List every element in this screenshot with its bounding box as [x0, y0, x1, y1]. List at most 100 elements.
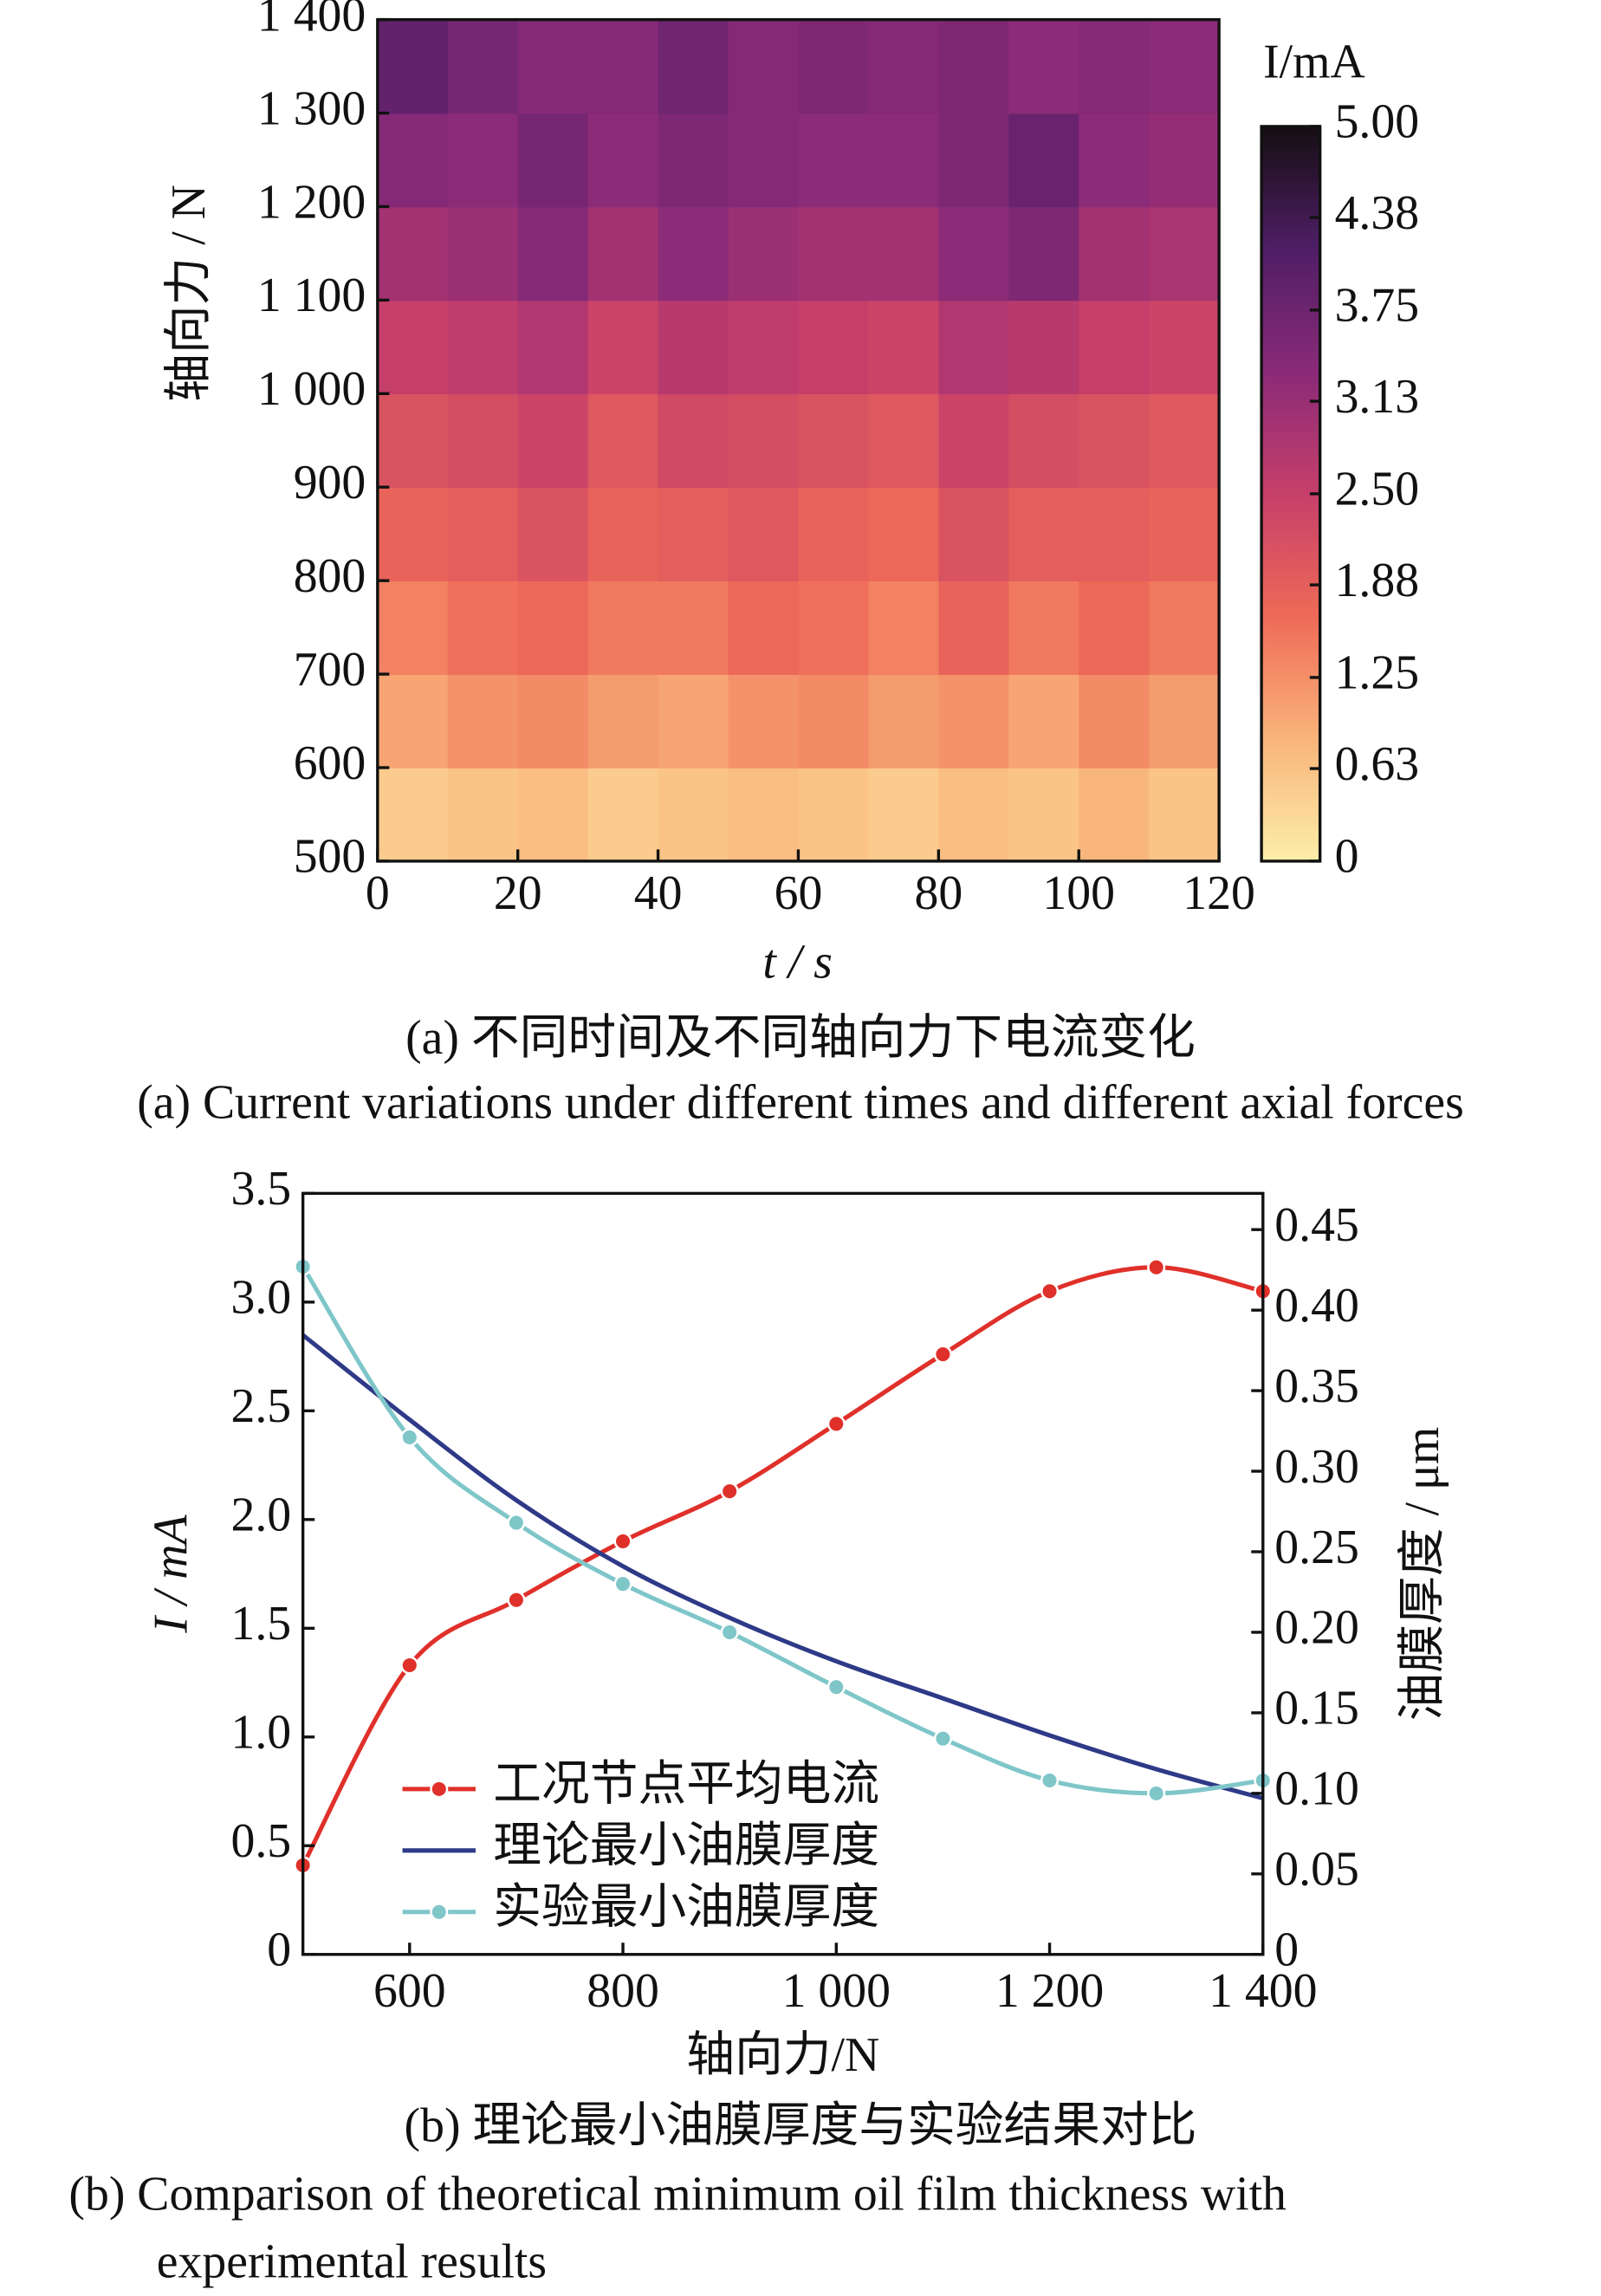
series-marker [933, 1729, 952, 1748]
y-tick-label: 900 [294, 456, 366, 509]
heat-cell [938, 113, 1010, 208]
heat-cell [1008, 674, 1080, 769]
series-marker [507, 1591, 526, 1610]
heat-cell [1149, 767, 1220, 862]
heat-cell [587, 206, 659, 302]
heat-cell [1008, 113, 1080, 208]
y2-tick-label: 0.35 [1274, 1359, 1359, 1413]
heat-cell [377, 767, 449, 862]
y-tick-label: 2.0 [230, 1489, 291, 1542]
heat-cell [377, 393, 449, 489]
heat-cell [1149, 206, 1220, 302]
y-axis-label: I / mA [145, 1514, 198, 1634]
heat-cell [728, 767, 800, 862]
y2-tick-label: 0.40 [1274, 1279, 1359, 1333]
y-tick-label: 1 200 [257, 175, 366, 229]
heat-cell [1079, 393, 1151, 489]
x-tick-label: 0 [366, 866, 390, 920]
y-tick-label: 0 [267, 1923, 291, 1977]
heat-cell [728, 19, 800, 114]
y-tick-label: 1.5 [230, 1597, 291, 1651]
series-marker [1147, 1784, 1166, 1803]
heat-cell [1008, 487, 1080, 581]
series-marker [1040, 1771, 1060, 1790]
heat-cell [868, 19, 940, 114]
y-tick-label: 600 [294, 736, 366, 790]
series-marker [507, 1513, 526, 1533]
series-marker [720, 1482, 739, 1501]
heat-cell [447, 487, 519, 581]
heat-cell [1079, 19, 1151, 114]
heat-cell [868, 487, 940, 581]
heat-cell [587, 19, 659, 114]
colorbar-tick-label: 1.25 [1335, 646, 1420, 700]
heat-cell [938, 767, 1010, 862]
heat-cell [868, 113, 940, 208]
heat-cell [868, 300, 940, 395]
colorbar-tick-label: 3.13 [1335, 370, 1420, 424]
series-marker [826, 1677, 846, 1696]
heat-cell [377, 113, 449, 208]
x-tick-label: 40 [634, 866, 683, 920]
heatmap [377, 19, 1220, 862]
heat-cell [517, 393, 589, 489]
heat-cell [1149, 300, 1220, 395]
heat-cell [377, 487, 449, 581]
heat-cell [377, 19, 449, 114]
heat-cell [798, 300, 870, 395]
x-tick-label: 1 000 [782, 1964, 891, 2018]
heat-cell [1149, 674, 1220, 769]
heat-cell [938, 393, 1010, 489]
heat-cell [1008, 206, 1080, 302]
y2-tick-label: 0 [1274, 1923, 1299, 1977]
heat-cell [868, 674, 940, 769]
heat-cell [798, 674, 870, 769]
series-line [302, 1265, 1263, 1867]
x-axis-label: 轴向力/N [686, 2028, 879, 2082]
heat-cell [1008, 19, 1080, 114]
y2-tick-label: 0.45 [1274, 1198, 1359, 1252]
heat-cell [587, 580, 659, 675]
y-tick-label: 1 000 [257, 362, 366, 416]
heat-cell [517, 113, 589, 208]
heat-cell [798, 206, 870, 302]
legend-marker [430, 1903, 449, 1922]
heat-cell [658, 580, 729, 675]
y2-axis-label: 油膜厚度 / μm [1396, 1427, 1449, 1722]
heat-cell [447, 19, 519, 114]
heat-cell [938, 300, 1010, 395]
heat-cell [1079, 113, 1151, 208]
y-tick-label: 3.0 [230, 1271, 291, 1325]
heat-cell [798, 487, 870, 581]
heat-cell [587, 300, 659, 395]
heat-cell [377, 206, 449, 302]
x-tick-label: 20 [494, 866, 542, 920]
caption-en: (a) Current variations under different t… [137, 1075, 1464, 1129]
heat-cell [1079, 206, 1151, 302]
x-tick-label: 60 [775, 866, 823, 920]
y2-tick-label: 0.20 [1274, 1601, 1359, 1655]
legend-label: 理论最小油膜厚度 [493, 1819, 879, 1873]
series-marker [1147, 1258, 1166, 1277]
heat-cell [1008, 767, 1080, 862]
heat-cell [447, 674, 519, 769]
heat-cell [798, 19, 870, 114]
heat-cell [938, 19, 1010, 114]
heat-cell [728, 300, 800, 395]
caption-en: (b) Comparison of theoretical minimum oi… [68, 2168, 1287, 2221]
caption-zh: (a) 不同时间及不同轴向力下电流变化 [405, 1011, 1196, 1065]
y-axis-label: 轴向力 / N [162, 185, 216, 402]
heat-cell [517, 674, 589, 769]
heat-cell [1079, 487, 1151, 581]
heat-cell [447, 580, 519, 675]
heat-cell [1149, 487, 1220, 581]
x-axis-label: t / s [762, 935, 833, 989]
heat-cell [1008, 580, 1080, 675]
heat-cell [728, 113, 800, 208]
y2-tick-label: 0.30 [1274, 1440, 1359, 1494]
y2-tick-label: 0.05 [1274, 1843, 1359, 1897]
colorbar-tick-label: 2.50 [1335, 463, 1420, 516]
y2-tick-label: 0.10 [1274, 1762, 1359, 1816]
series-marker [400, 1428, 419, 1447]
